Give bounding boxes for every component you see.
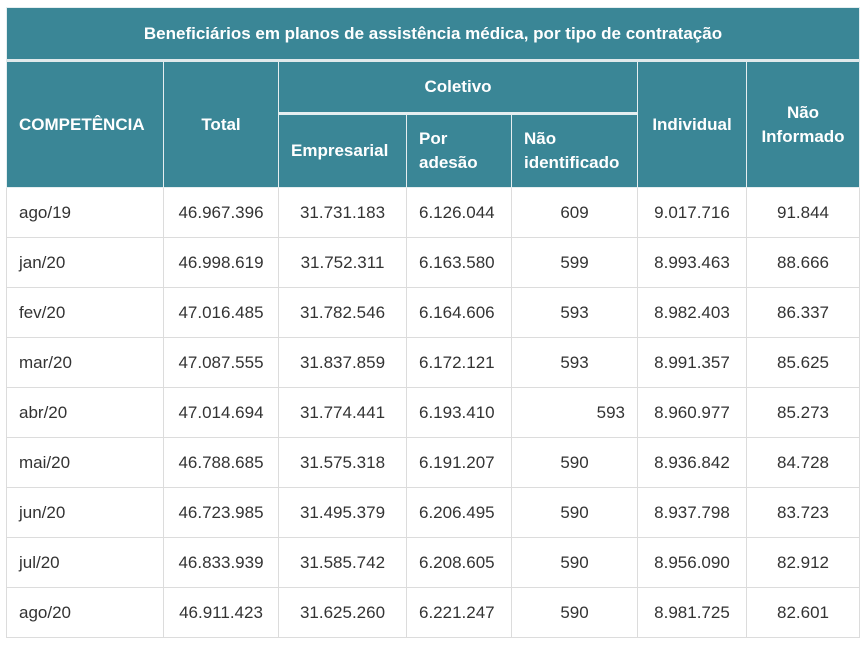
- header-empresarial: Empresarial: [278, 113, 407, 188]
- cell-nao-identificado: 590: [511, 437, 638, 488]
- table-row: fev/20 47.016.485 31.782.546 6.164.606 593 8.…: [6, 287, 860, 338]
- cell-individual: 8.937.798: [637, 487, 747, 538]
- cell-nao-informado: 82.912: [746, 537, 860, 588]
- cell-por-adesao: 6.221.247: [406, 587, 512, 638]
- header-por-adesao: Por adesão: [406, 113, 512, 188]
- cell-por-adesao: 6.191.207: [406, 437, 512, 488]
- cell-nao-identificado: 593: [511, 287, 638, 338]
- cell-competencia: mai/20: [6, 437, 164, 488]
- cell-empresarial: 31.752.311: [278, 237, 407, 288]
- cell-por-adesao: 6.208.605: [406, 537, 512, 588]
- cell-competencia: ago/20: [6, 587, 164, 638]
- table-row: jun/20 46.723.985 31.495.379 6.206.495 590 8.…: [6, 487, 860, 538]
- cell-empresarial: 31.774.441: [278, 387, 407, 438]
- cell-nao-informado: 86.337: [746, 287, 860, 338]
- cell-empresarial: 31.575.318: [278, 437, 407, 488]
- table-row: ago/19 46.967.396 31.731.183 6.126.044 609 9.…: [6, 187, 860, 238]
- cell-nao-informado: 88.666: [746, 237, 860, 288]
- cell-individual: 9.017.716: [637, 187, 747, 238]
- cell-empresarial: 31.837.859: [278, 337, 407, 388]
- cell-empresarial: 31.495.379: [278, 487, 407, 538]
- table-row: abr/20 47.014.694 31.774.441 6.193.410 593 8.…: [6, 387, 860, 438]
- cell-individual: 8.981.725: [637, 587, 747, 638]
- header-competencia: COMPETÊNCIA: [6, 60, 164, 188]
- cell-total: 46.911.423: [163, 587, 279, 638]
- cell-nao-informado: 91.844: [746, 187, 860, 238]
- cell-por-adesao: 6.193.410: [406, 387, 512, 438]
- cell-individual: 8.936.842: [637, 437, 747, 488]
- cell-total: 47.016.485: [163, 287, 279, 338]
- cell-nao-identificado: 590: [511, 537, 638, 588]
- header-individual: Individual: [637, 60, 747, 188]
- cell-nao-informado: 85.273: [746, 387, 860, 438]
- cell-empresarial: 31.585.742: [278, 537, 407, 588]
- cell-competencia: fev/20: [6, 287, 164, 338]
- cell-empresarial: 31.625.260: [278, 587, 407, 638]
- cell-por-adesao: 6.172.121: [406, 337, 512, 388]
- table-header: Beneficiários em planos de assistência m…: [6, 7, 860, 188]
- cell-por-adesao: 6.163.580: [406, 237, 512, 288]
- header-nao-informado: Não Informado: [746, 60, 860, 188]
- cell-por-adesao: 6.206.495: [406, 487, 512, 538]
- table-row: ago/20 46.911.423 31.625.260 6.221.247 590 8.…: [6, 587, 860, 638]
- cell-nao-identificado: 590: [511, 587, 638, 638]
- beneficiarios-table: Beneficiários em planos de assistência m…: [6, 7, 860, 638]
- table-title: Beneficiários em planos de assistência m…: [6, 7, 860, 62]
- cell-competencia: mar/20: [6, 337, 164, 388]
- title-row: Beneficiários em planos de assistência m…: [6, 7, 860, 62]
- table-row: mai/20 46.788.685 31.575.318 6.191.207 590 8.…: [6, 437, 860, 488]
- cell-total: 46.998.619: [163, 237, 279, 288]
- cell-nao-informado: 82.601: [746, 587, 860, 638]
- cell-nao-identificado: 590: [511, 487, 638, 538]
- cell-competencia: jul/20: [6, 537, 164, 588]
- cell-competencia: jan/20: [6, 237, 164, 288]
- cell-individual: 8.993.463: [637, 237, 747, 288]
- table-container: Beneficiários em planos de assistência m…: [6, 7, 860, 638]
- cell-nao-informado: 83.723: [746, 487, 860, 538]
- cell-nao-informado: 85.625: [746, 337, 860, 388]
- cell-por-adesao: 6.126.044: [406, 187, 512, 238]
- cell-empresarial: 31.731.183: [278, 187, 407, 238]
- cell-competencia: abr/20: [6, 387, 164, 438]
- cell-total: 47.087.555: [163, 337, 279, 388]
- cell-total: 46.788.685: [163, 437, 279, 488]
- cell-nao-identificado: 609: [511, 187, 638, 238]
- cell-total: 47.014.694: [163, 387, 279, 438]
- cell-individual: 8.960.977: [637, 387, 747, 438]
- cell-individual: 8.982.403: [637, 287, 747, 338]
- header-row-2: Empresarial Por adesão Não identificado: [7, 113, 860, 188]
- table-body: ago/19 46.967.396 31.731.183 6.126.044 609 9.…: [6, 187, 860, 638]
- header-nao-identificado: Não identificado: [511, 113, 638, 188]
- header-row-1: COMPETÊNCIA Total Coletivo Individual Nã…: [6, 60, 860, 188]
- cell-competencia: jun/20: [6, 487, 164, 538]
- header-total: Total: [163, 60, 279, 188]
- cell-por-adesao: 6.164.606: [406, 287, 512, 338]
- table-row: jan/20 46.998.619 31.752.311 6.163.580 599 8.…: [6, 237, 860, 288]
- table-row: jul/20 46.833.939 31.585.742 6.208.605 590 8.…: [6, 537, 860, 588]
- header-coletivo: Coletivo: [278, 60, 638, 115]
- cell-individual: 8.991.357: [637, 337, 747, 388]
- cell-individual: 8.956.090: [637, 537, 747, 588]
- cell-nao-informado: 84.728: [746, 437, 860, 488]
- cell-total: 46.967.396: [163, 187, 279, 238]
- table-row: mar/20 47.087.555 31.837.859 6.172.121 593 8.…: [6, 337, 860, 388]
- cell-nao-identificado: 599: [511, 237, 638, 288]
- cell-total: 46.833.939: [163, 537, 279, 588]
- cell-total: 46.723.985: [163, 487, 279, 538]
- cell-nao-identificado: 593: [511, 387, 638, 438]
- cell-competencia: ago/19: [6, 187, 164, 238]
- cell-empresarial: 31.782.546: [278, 287, 407, 338]
- cell-nao-identificado: 593: [511, 337, 638, 388]
